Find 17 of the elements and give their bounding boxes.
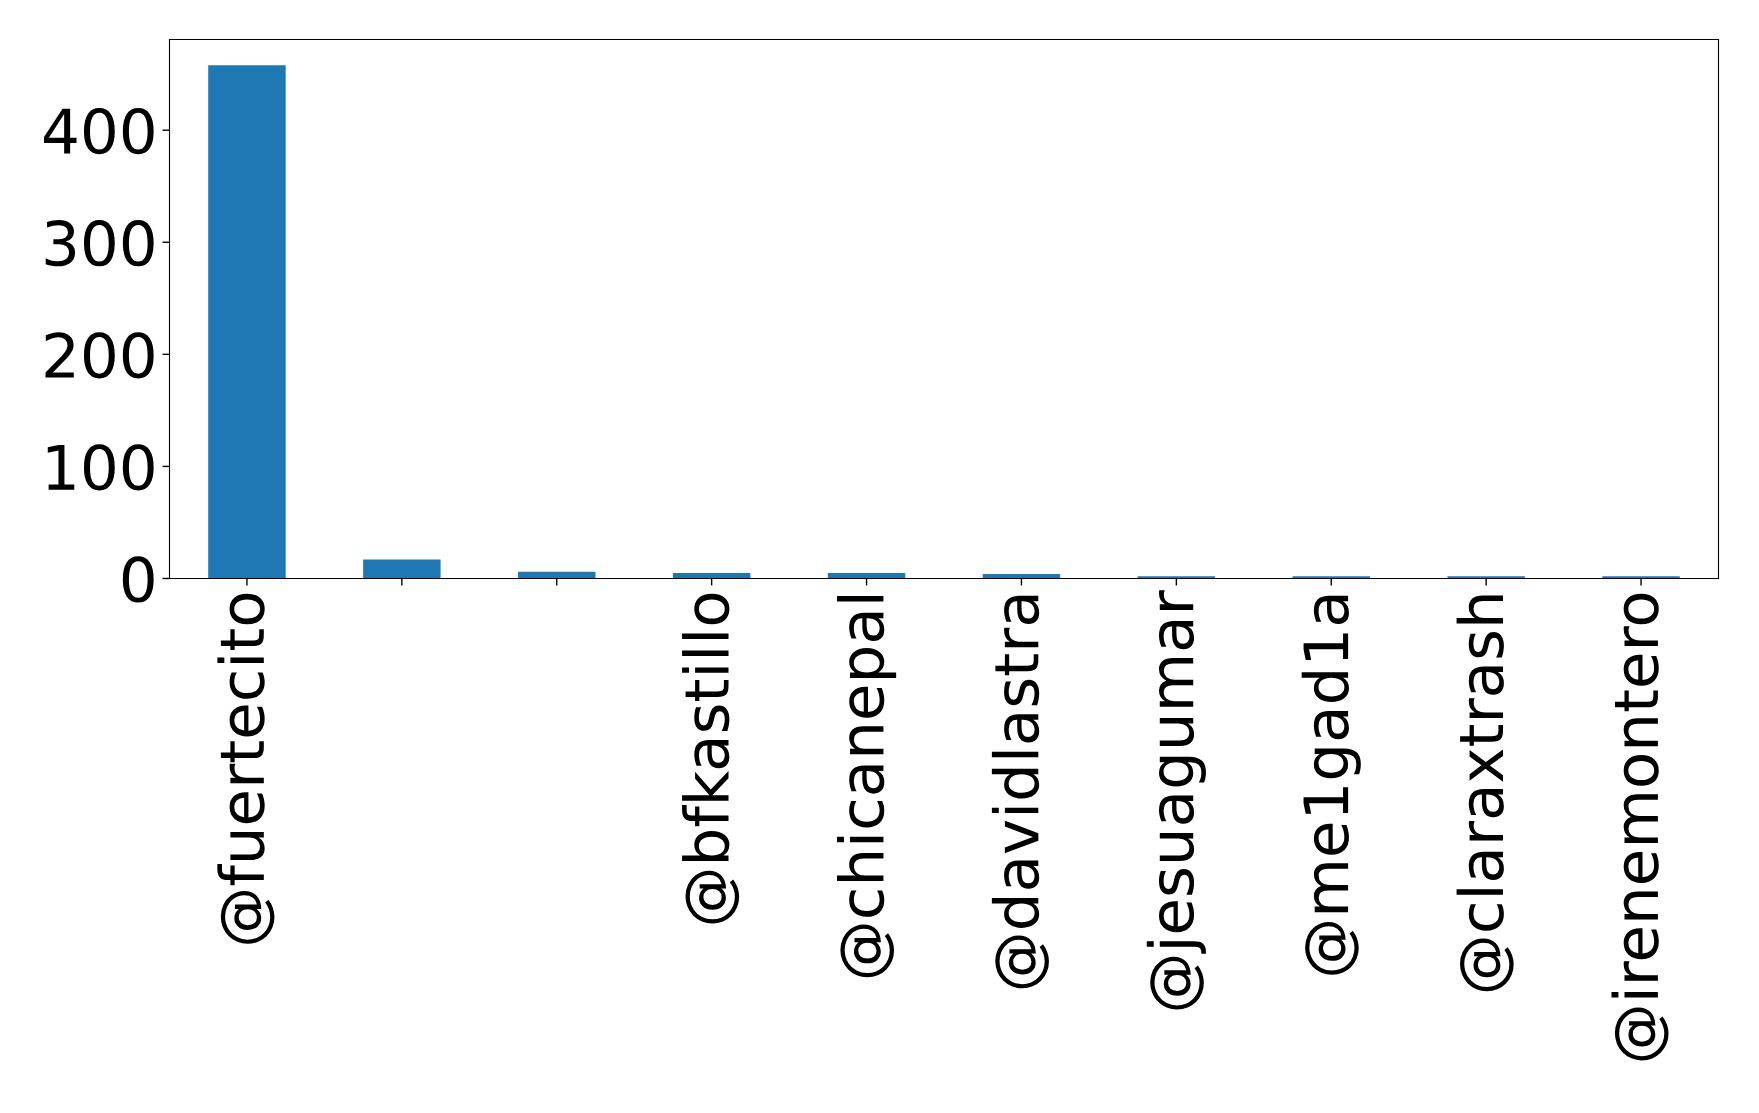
y-tick-label: 0: [122, 556, 154, 603]
x-tick-label: @me1gad1a: [1301, 595, 1361, 975]
bar: [208, 65, 286, 579]
y-tick-label: 100: [47, 444, 154, 491]
y-tick-label: 300: [45, 220, 154, 267]
x-tick-label: @irenemontero: [1611, 593, 1669, 1061]
bar: [1602, 576, 1680, 579]
bar: [363, 559, 441, 579]
bar: [1447, 576, 1525, 579]
y-tick-label: 400: [44, 108, 154, 155]
x-tick-label: @davidlastra: [991, 595, 1049, 989]
x-tick-label: @chicanepal: [836, 596, 897, 978]
x-tick-label: @fuertecito: [217, 593, 275, 944]
x-tick-label: @bfkastillo: [682, 593, 740, 924]
x-tick-label: @jesuagumar: [1146, 590, 1206, 1010]
x-tick-label: @claraxtrash: [1456, 595, 1514, 992]
y-tick-label: 200: [45, 332, 154, 379]
